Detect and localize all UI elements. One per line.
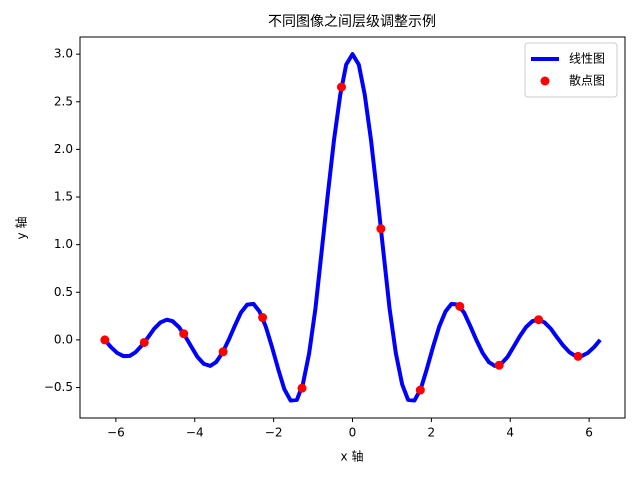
- scatter-point: [297, 383, 307, 393]
- plot-frame: [79, 36, 626, 419]
- y-axis-label: y 轴: [14, 217, 29, 240]
- y-tick-label: 1.5: [54, 190, 73, 204]
- x-tick-label: 0: [349, 426, 357, 440]
- scatter-point: [494, 360, 504, 370]
- x-tick-label: −4: [186, 426, 204, 440]
- y-tick-label: 2.5: [54, 94, 73, 108]
- y-tick-label: 0.0: [54, 332, 73, 346]
- scatter-point: [573, 351, 583, 361]
- legend-marker: [540, 76, 550, 86]
- x-tick-label: 4: [506, 426, 514, 440]
- y-tick-label: 0.5: [54, 285, 73, 299]
- legend-label: 线性图: [569, 52, 605, 66]
- x-tick-label: −6: [107, 426, 125, 440]
- scatter-point: [534, 315, 544, 325]
- scatter-point: [455, 301, 465, 311]
- y-tick-label: 1.0: [54, 237, 73, 251]
- x-tick-label: −2: [265, 426, 283, 440]
- scatter-point: [258, 313, 268, 323]
- x-tick-label: 6: [585, 426, 593, 440]
- y-tick-label: −0.5: [44, 380, 73, 394]
- scatter-point: [218, 347, 228, 357]
- line: [103, 52, 602, 403]
- x-tick-label: 2: [428, 426, 436, 440]
- scatter-point: [139, 337, 149, 347]
- scatter-point: [179, 329, 189, 339]
- y-tick-label: 3.0: [54, 47, 73, 61]
- x-axis-label: x 轴: [341, 449, 364, 464]
- chart-title: 不同图像之间层级调整示例: [268, 14, 436, 30]
- scatter-point: [336, 82, 346, 92]
- y-tick-label: 2.0: [54, 142, 73, 156]
- scatter-point: [100, 335, 110, 345]
- legend-label: 散点图: [569, 73, 605, 88]
- scatter-point: [415, 385, 425, 395]
- scatter-point: [376, 224, 386, 234]
